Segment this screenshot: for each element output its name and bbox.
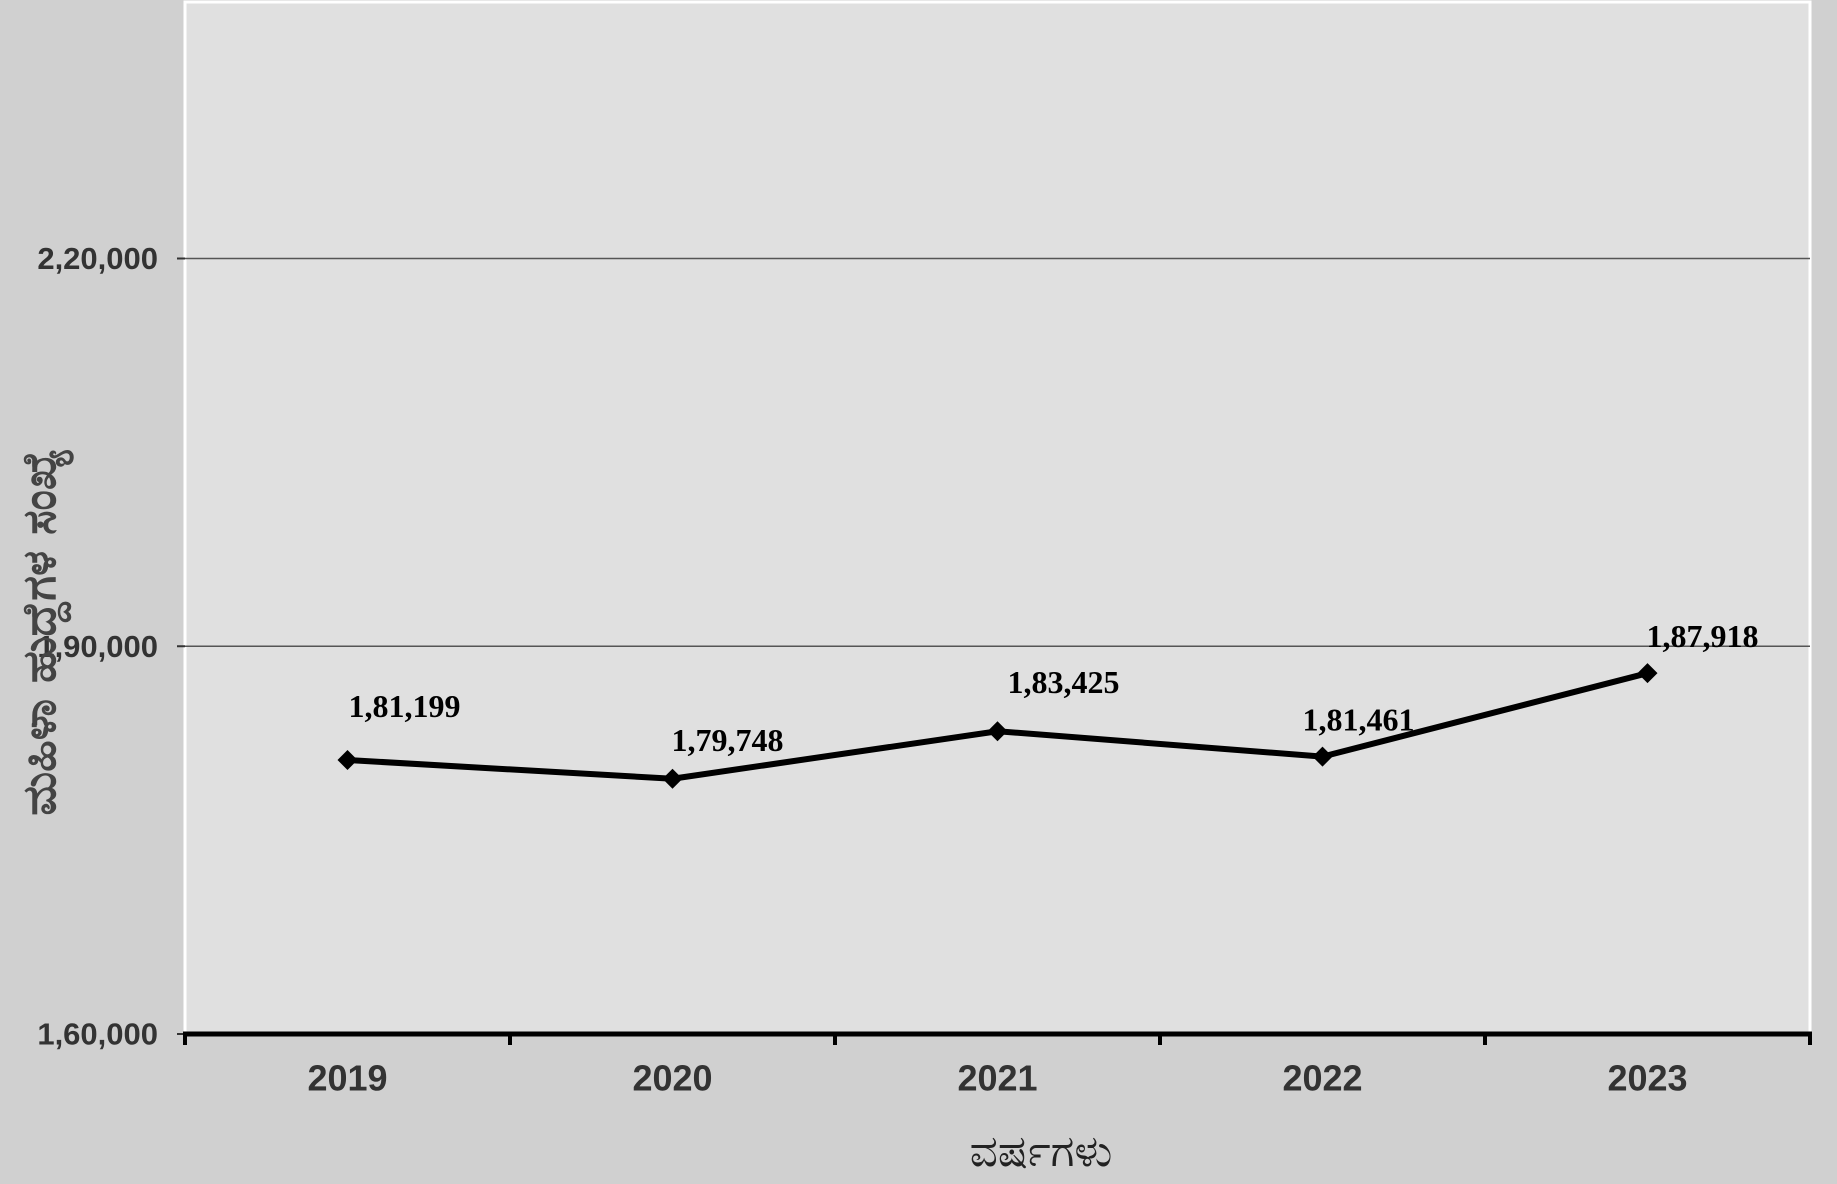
data-point-marker (337, 750, 358, 771)
data-point-marker (1637, 663, 1658, 684)
x-tick-label: 2019 (307, 1058, 387, 1099)
x-tick-label: 2023 (1607, 1058, 1687, 1099)
x-axis-title: ವರ್ಷಗಳು (970, 1126, 1113, 1177)
data-label: 1,81,461 (1303, 702, 1415, 738)
data-label: 1,83,425 (1008, 664, 1120, 700)
data-point-marker (1312, 746, 1333, 767)
y-axis-title: ಮಹಿಳಾ ಹುದ್ದೆಗಳ ಸಂಖ್ಯೆ (12, 448, 74, 815)
data-label: 1,79,748 (672, 722, 784, 758)
data-label: 1,87,918 (1647, 618, 1759, 654)
y-tick-label: 1,90,000 (37, 629, 158, 664)
y-tick-label: 2,20,000 (37, 241, 158, 276)
data-point-marker (987, 721, 1008, 742)
x-tick-label: 2021 (957, 1058, 1037, 1099)
plot-area (183, 0, 1812, 1036)
y-tick-label: 1,60,000 (37, 1017, 158, 1052)
x-tick-label: 2020 (632, 1058, 712, 1099)
x-tick-label: 2022 (1282, 1058, 1362, 1099)
data-label: 1,81,199 (349, 688, 461, 724)
data-point-marker (662, 768, 683, 789)
plot-layer: 1,60,000 1,90,000 2,20,000 2019 2020 2021 2022… (37, 0, 1812, 1099)
